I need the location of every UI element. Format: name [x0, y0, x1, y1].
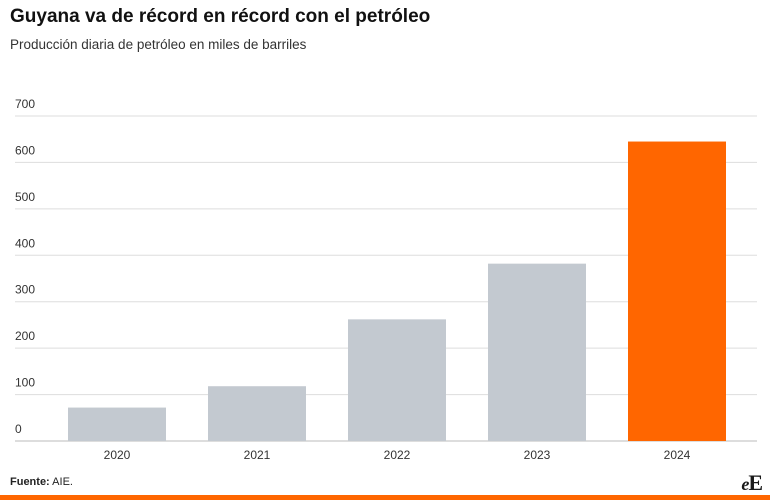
y-tick-label: 600: [15, 143, 35, 157]
logo-big-letter: E: [748, 470, 763, 495]
x-tick-label: 2020: [104, 448, 131, 462]
bar-2023: [488, 263, 586, 441]
source-label: Fuente:: [10, 476, 50, 488]
elespanol-logo: eE: [741, 470, 763, 496]
source-note: Fuente: AIE.: [10, 476, 73, 488]
bar-2020: [68, 407, 166, 441]
bar-2022: [348, 319, 446, 441]
chart-subtitle: Producción diaria de petróleo en miles d…: [10, 37, 307, 52]
chart-title: Guyana va de récord en récord con el pet…: [10, 6, 431, 27]
y-tick-label: 100: [15, 376, 35, 390]
x-tick-label: 2024: [664, 448, 691, 462]
bar-2021: [208, 386, 306, 441]
x-tick-label: 2021: [244, 448, 271, 462]
y-tick-label: 0: [15, 422, 22, 436]
y-tick-label: 500: [15, 190, 35, 204]
bottom-accent-bar: [0, 495, 770, 500]
y-tick-label: 700: [15, 97, 35, 111]
y-tick-label: 300: [15, 283, 35, 297]
source-text: AIE.: [49, 476, 73, 488]
x-tick-label: 2023: [524, 448, 551, 462]
bar-2024: [628, 141, 726, 442]
x-tick-label: 2022: [384, 448, 411, 462]
y-tick-label: 200: [15, 329, 35, 343]
y-tick-label: 400: [15, 236, 35, 250]
logo-small-letter: e: [741, 474, 749, 494]
